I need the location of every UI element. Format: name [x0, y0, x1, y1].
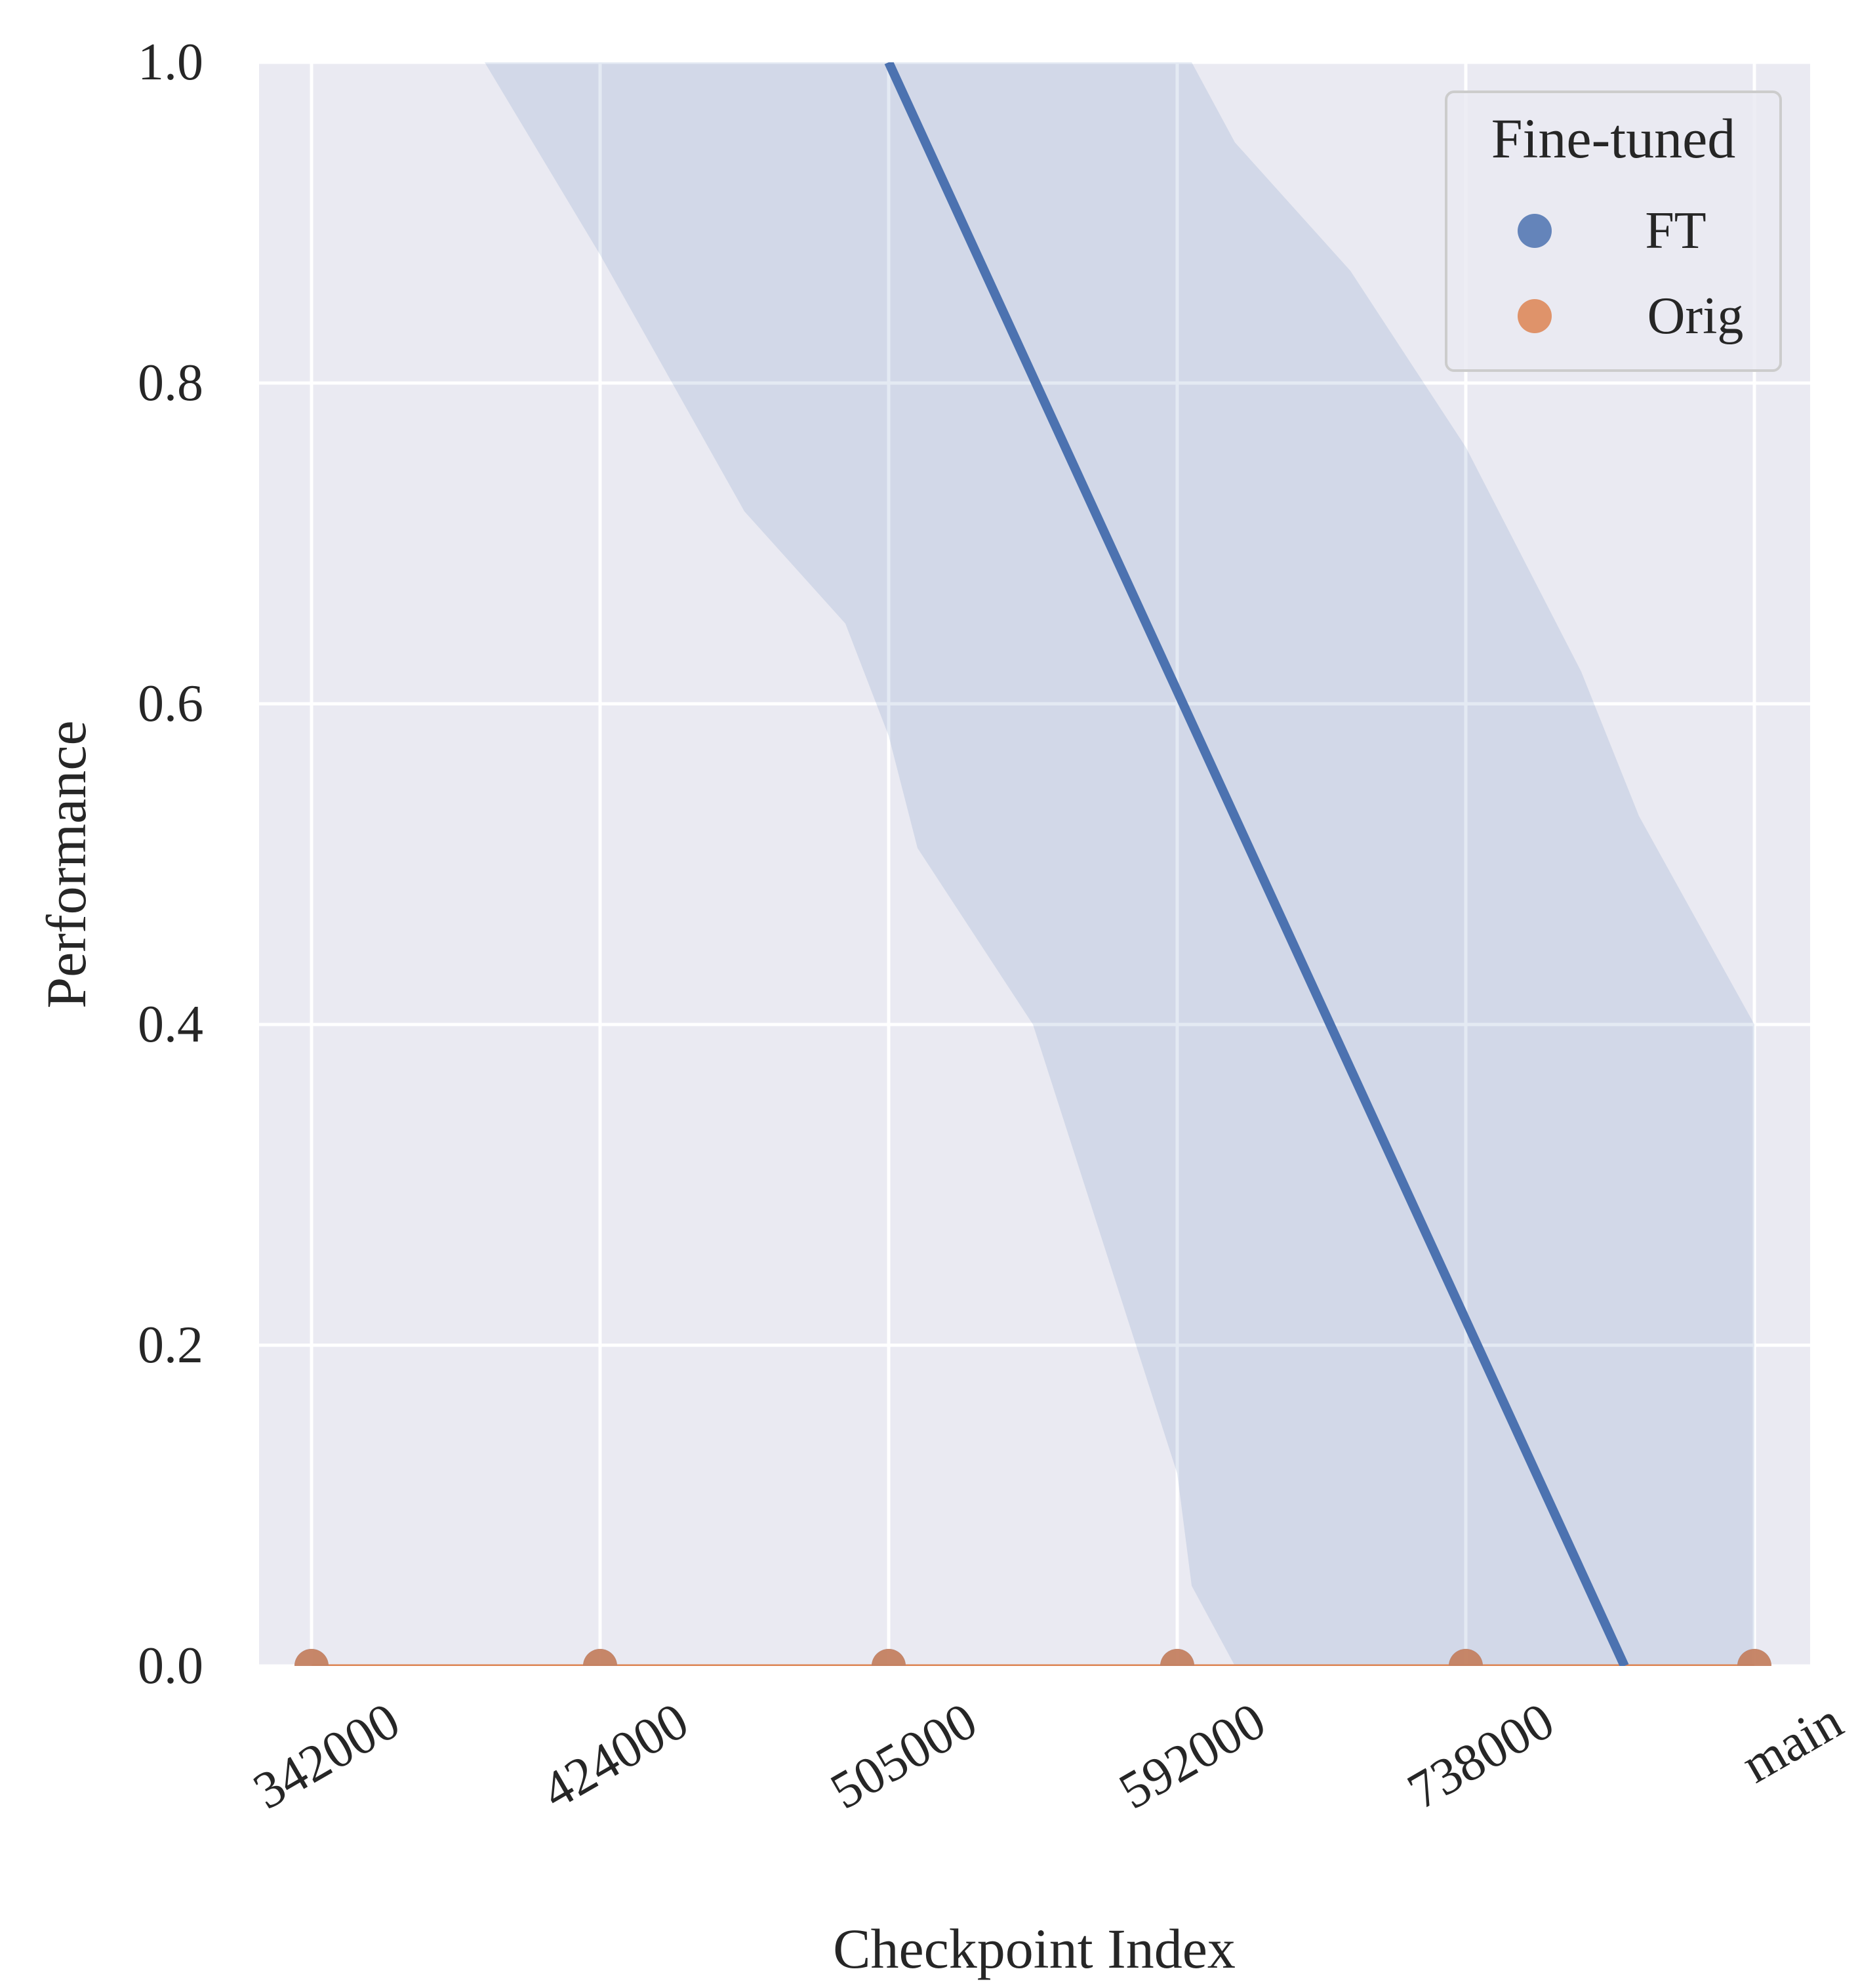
orig-point-4	[1449, 1649, 1483, 1666]
legend-label-orig: Orig	[1647, 287, 1744, 345]
legend-marker-orig	[1518, 299, 1552, 333]
orig-point-3	[1160, 1649, 1194, 1666]
x-axis-label: Checkpoint Index	[833, 1917, 1236, 1980]
y-tick-label-1: 0.2	[138, 1316, 203, 1374]
legend-label-ft: FT	[1645, 202, 1706, 260]
y-tick-label-2: 0.4	[138, 996, 203, 1053]
legend-title: Fine-tuned	[1491, 107, 1736, 170]
x-tick-label-0: 342000	[244, 1692, 409, 1820]
legend-marker-ft	[1518, 214, 1552, 248]
x-tick-label-5: main	[1732, 1692, 1852, 1794]
x-tick-label-2: 505000	[821, 1692, 986, 1820]
y-tick-label-4: 0.8	[138, 354, 203, 412]
plot-marks	[294, 62, 1771, 1666]
y-tick-label-5: 1.0	[138, 33, 203, 91]
orig-point-0	[294, 1649, 329, 1666]
ft-regression-line	[884, 62, 1629, 1666]
legend: Fine-tuned FT Orig	[1445, 91, 1782, 372]
orig-point-1	[583, 1649, 617, 1666]
y-tick-label-3: 0.6	[138, 675, 203, 733]
x-tick-label-1: 424000	[533, 1692, 698, 1820]
orig-point-2	[872, 1649, 906, 1666]
x-tick-label-4: 738000	[1398, 1692, 1564, 1820]
x-tick-label-3: 592000	[1110, 1692, 1275, 1820]
orig-point-5	[1737, 1649, 1771, 1666]
y-tick-label-0: 0.0	[138, 1637, 203, 1695]
y-axis-label: Performance	[35, 720, 98, 1008]
